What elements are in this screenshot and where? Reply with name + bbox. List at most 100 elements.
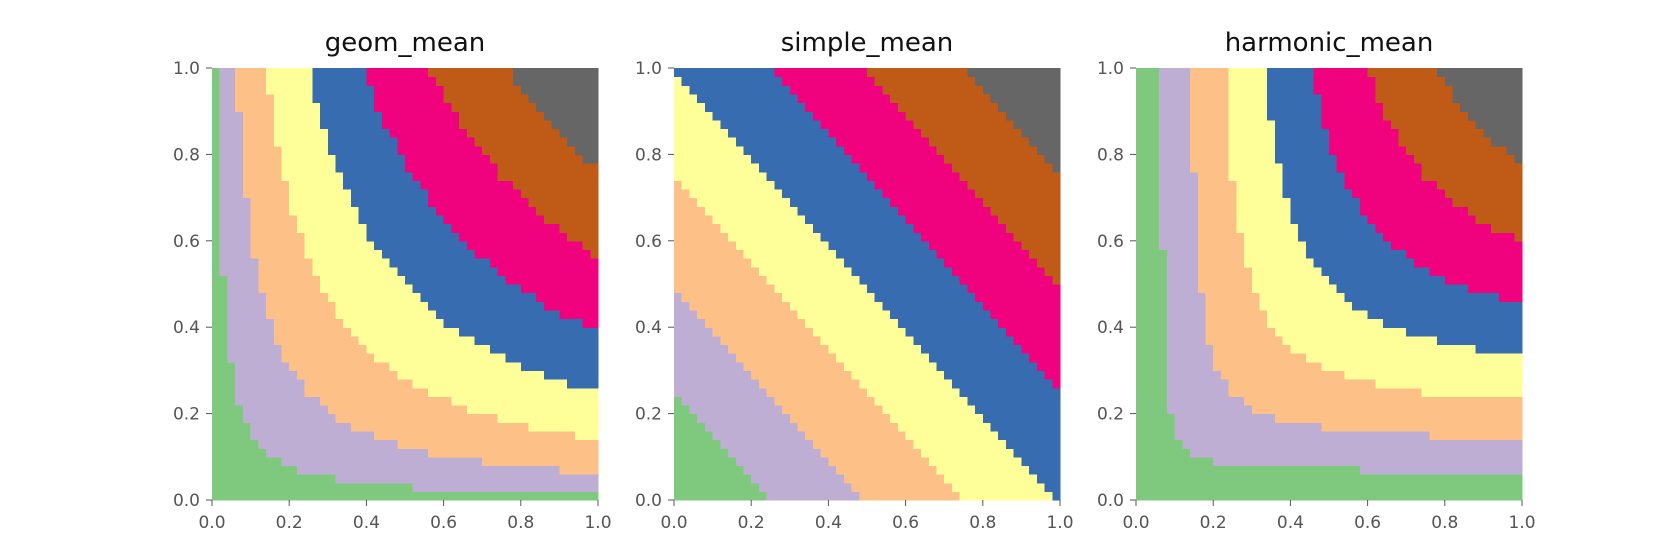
heatmap-cell [728,111,737,121]
heatmap-cell [235,163,244,173]
heatmap-cell [273,344,283,354]
heatmap-cell [212,206,221,216]
heatmap-cell [567,456,576,467]
heatmap-cell [281,214,290,225]
heatmap-cell [582,102,591,112]
heatmap-cell [435,474,445,484]
heatmap-cell [320,422,329,432]
heatmap-cell [582,344,591,354]
heatmap-cell [273,430,283,441]
heatmap-cell [805,413,814,423]
heatmap-cell [242,102,252,112]
heatmap-cell [443,491,452,501]
heatmap-cell [250,119,259,130]
heatmap-cell [397,111,406,121]
heatmap-cell [982,309,992,320]
heatmap-cell [520,335,530,346]
heatmap-cell [728,197,737,207]
heatmap-cell [805,370,814,380]
heatmap-cell [897,491,907,501]
heatmap-cell [928,344,938,354]
heatmap-cell [697,68,706,78]
heatmap-cell [959,188,968,199]
heatmap-cell [867,223,876,233]
heatmap-cell [712,180,721,190]
heatmap-cell [967,93,976,104]
heatmap-cell [289,284,298,294]
heatmap-cell [289,111,298,121]
heatmap-cell [828,456,837,467]
heatmap-cell [905,491,914,501]
heatmap-cell [358,318,367,328]
heatmap-cell [312,430,321,441]
heatmap-cell [1005,223,1015,233]
heatmap-cell [1044,430,1053,441]
heatmap-cell [874,327,884,337]
heatmap-cell [381,301,391,311]
heatmap-cell [435,68,445,78]
heatmap-cell [874,465,884,475]
heatmap-cell [1044,318,1053,328]
chart-title: simple_mean [780,28,954,58]
heatmap-cell [1005,111,1015,121]
heatmap-cell [921,275,930,285]
heatmap-cell [513,93,522,104]
heatmap-cell [435,379,445,389]
heatmap-cell [1044,448,1053,458]
heatmap-cell [944,197,953,207]
heatmap-cell [812,301,822,311]
heatmap-cell [435,301,445,311]
heatmap-cell [289,344,298,354]
heatmap-cell [882,206,891,216]
heatmap-cell [735,301,745,311]
heatmap-cell [543,439,553,449]
heatmap-cell [567,76,576,86]
heatmap-cell [720,465,729,475]
heatmap-cell [528,413,537,423]
heatmap-cell [242,206,252,216]
heatmap-cell [951,448,961,458]
heatmap-cell [836,206,845,216]
heatmap-cell [751,206,760,216]
heatmap-cell [590,93,599,104]
heatmap-cell [536,309,545,320]
heatmap-cell [728,344,737,354]
heatmap-cell [536,275,545,285]
heatmap-cell [273,292,283,302]
heatmap-cell [936,266,945,276]
heatmap-cell [782,474,791,484]
heatmap-cell [219,353,229,363]
heatmap-cell [820,68,829,78]
heatmap-cell [782,128,791,138]
heatmap-cell [774,137,783,147]
heatmap-cell [474,301,483,311]
heatmap-cell [951,430,961,441]
heatmap-cell [805,448,814,458]
heatmap-cell [766,206,775,216]
heatmap-cell [728,284,737,294]
heatmap-cell [312,163,321,173]
heatmap-cell [681,456,691,467]
heatmap-cell [766,430,775,441]
heatmap-cell [1036,119,1046,130]
heatmap-cell [712,309,721,320]
heatmap-cell [867,171,876,181]
heatmap-cell [836,223,845,233]
heatmap-cell [928,370,938,380]
heatmap-cell [797,214,806,225]
heatmap-cell [990,249,999,259]
heatmap-cell [520,240,530,251]
heatmap-cell [751,266,760,276]
heatmap-cell [982,430,992,441]
heatmap-cell [867,491,876,501]
heatmap-cell [497,275,506,285]
heatmap-cell [828,422,837,432]
heatmap-cell [258,180,267,190]
heatmap-cell [890,197,899,207]
heatmap-cell [567,258,576,268]
heatmap-cell [582,413,591,423]
heatmap-cell [766,292,775,302]
heatmap-cell [1021,404,1030,415]
heatmap-cell [1044,292,1053,302]
heatmap-cell [435,76,445,86]
